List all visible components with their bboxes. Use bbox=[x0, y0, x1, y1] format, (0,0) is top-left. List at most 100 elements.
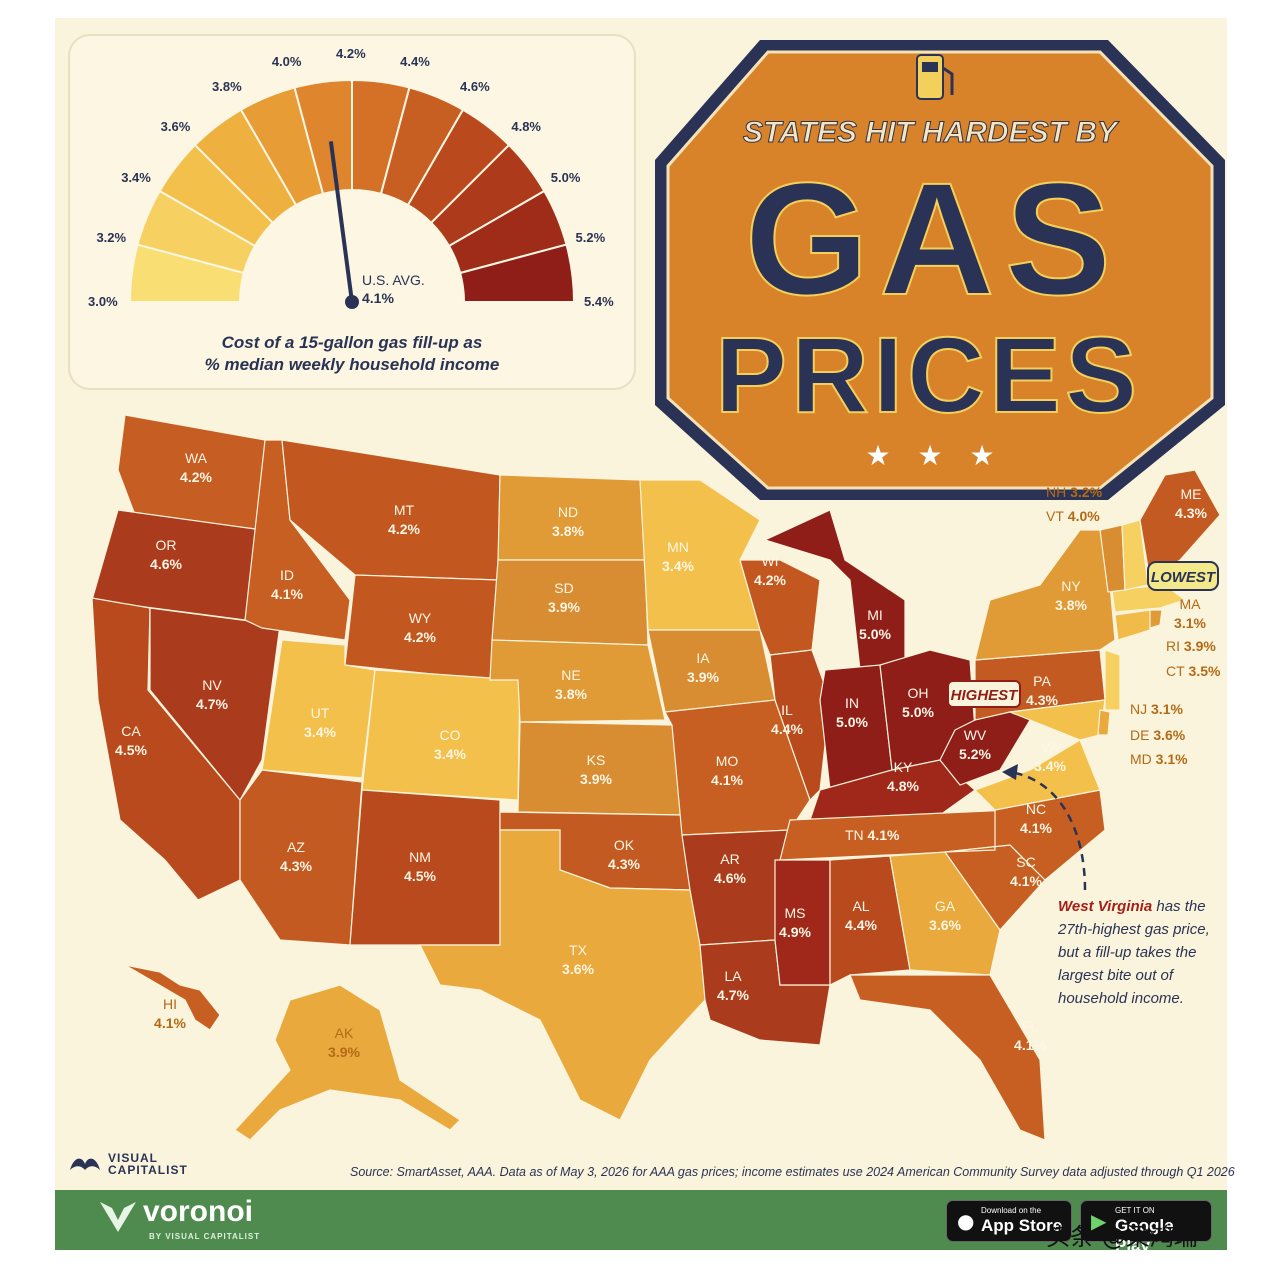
state-shape-ga bbox=[889, 851, 1001, 976]
state-abbr-nd: ND bbox=[558, 504, 578, 520]
state-abbr-me: ME bbox=[1181, 486, 1202, 502]
state-value-mo: 4.1% bbox=[711, 772, 743, 788]
state-abbr-il: IL bbox=[781, 702, 793, 718]
state-value-tx: 3.6% bbox=[562, 961, 594, 977]
vc-line2: CAPITALIST bbox=[108, 1163, 188, 1177]
star-icon: ★ bbox=[917, 439, 942, 472]
state-value-al: 4.4% bbox=[845, 917, 877, 933]
state-shape-ks bbox=[517, 721, 683, 816]
note-text: has the 27th-highest gas price, but a fi… bbox=[1058, 898, 1210, 1007]
state-value-ut: 3.4% bbox=[304, 724, 336, 740]
app-store-small: Download on the bbox=[981, 1206, 1042, 1215]
state-labels: WA 4.2% OR 4.6% CA 4.5% ID 4.1% NV 4.7% MT 4.2% WY 4.… bbox=[115, 450, 1221, 1060]
mustache-icon bbox=[70, 1158, 100, 1170]
state-abbr-or: OR bbox=[156, 537, 177, 553]
state-shape-md bbox=[1007, 699, 1106, 741]
state-value-wv: 5.2% bbox=[959, 746, 991, 762]
state-value-ia: 3.9% bbox=[687, 669, 719, 685]
state-abbr-az: AZ bbox=[287, 839, 305, 855]
vc-line1: VISUAL bbox=[108, 1151, 159, 1165]
state-shape-ar bbox=[681, 829, 791, 946]
state-abbr-sd: SD bbox=[554, 580, 573, 596]
state-value-ar: 4.6% bbox=[714, 870, 746, 886]
state-label-ri: RI 3.9% bbox=[1166, 638, 1216, 654]
app-store-label: App Store bbox=[981, 1216, 1063, 1235]
state-value-ma: 3.1% bbox=[1174, 615, 1206, 631]
state-abbr-ok: OK bbox=[614, 837, 635, 853]
state-abbr-wv: WV bbox=[964, 727, 987, 743]
state-shape-hi bbox=[124, 964, 221, 1031]
state-value-sc: 4.1% bbox=[1010, 873, 1042, 889]
state-value-nm: 4.5% bbox=[404, 868, 436, 884]
title-line3: PRICES bbox=[715, 314, 1141, 435]
gauge-tick-label: 4.0% bbox=[271, 54, 302, 70]
highest-label: HIGHEST bbox=[951, 687, 1020, 704]
state-abbr-ky: KY bbox=[894, 759, 913, 775]
state-shape-nj bbox=[1104, 649, 1121, 711]
state-label-ct: CT 3.5% bbox=[1166, 663, 1221, 679]
gauge-caption-line1: Cost of a 15-gallon gas fill-up as bbox=[221, 333, 483, 352]
state-shape-ak bbox=[234, 984, 461, 1141]
state-shape-mn bbox=[639, 479, 761, 631]
visual-capitalist-logo: VISUAL CAPITALIST bbox=[68, 1152, 188, 1176]
state-abbr-ms: MS bbox=[785, 905, 806, 921]
state-abbr-co: CO bbox=[440, 727, 461, 743]
state-abbr-nm: NM bbox=[409, 849, 431, 865]
google-play-button[interactable]: ▶ GET IT ON Google Play bbox=[1080, 1200, 1212, 1255]
app-store-button[interactable]: ● Download on the App Store bbox=[946, 1200, 1072, 1242]
state-abbr-ar: AR bbox=[720, 851, 739, 867]
state-value-mn: 3.4% bbox=[662, 558, 694, 574]
star-icon: ★ bbox=[969, 439, 994, 472]
state-abbr-ut: UT bbox=[311, 705, 330, 721]
state-value-co: 3.4% bbox=[434, 746, 466, 762]
state-value-az: 4.3% bbox=[280, 858, 312, 874]
state-abbr-wy: WY bbox=[409, 610, 432, 626]
lowest-label: LOWEST bbox=[1151, 569, 1217, 586]
state-label-nh: NH 3.2% bbox=[1046, 484, 1103, 500]
state-shape-wy bbox=[344, 574, 499, 681]
lowest-callout: LOWEST bbox=[1147, 561, 1219, 591]
state-abbr-mn: MN bbox=[667, 539, 689, 555]
state-abbr-mt: MT bbox=[394, 502, 415, 518]
state-value-ky: 4.8% bbox=[887, 778, 919, 794]
state-value-nc: 4.1% bbox=[1020, 820, 1052, 836]
state-value-nd: 3.8% bbox=[552, 523, 584, 539]
state-value-wy: 4.2% bbox=[404, 629, 436, 645]
state-abbr-wa: WA bbox=[185, 450, 208, 466]
state-value-mt: 4.2% bbox=[388, 521, 420, 537]
state-shape-al bbox=[829, 855, 911, 986]
state-label-md: MD 3.1% bbox=[1130, 751, 1188, 767]
apple-icon: ● bbox=[957, 1209, 975, 1233]
state-abbr-oh: OH bbox=[908, 685, 929, 701]
state-abbr-ne: NE bbox=[561, 667, 580, 683]
state-value-oh: 5.0% bbox=[902, 704, 934, 720]
watermark: 头条 @梁鸿瑞 bbox=[1046, 1223, 1198, 1251]
title-badge: STATES HIT HARDEST BY GAS PRICES ★ ★ ★ bbox=[655, 40, 1225, 500]
gauge-arc bbox=[128, 78, 576, 309]
state-abbr-nc: NC bbox=[1026, 801, 1046, 817]
state-value-la: 4.7% bbox=[717, 987, 749, 1003]
state-label-nj: NJ 3.1% bbox=[1130, 701, 1183, 717]
state-abbr-la: LA bbox=[724, 968, 742, 984]
gauge-tick-label: 4.4% bbox=[400, 54, 430, 70]
state-abbr-va: VA bbox=[1041, 739, 1059, 755]
state-value-ca: 4.5% bbox=[115, 742, 147, 758]
state-shape-ca bbox=[91, 597, 241, 901]
state-abbr-in: IN bbox=[845, 695, 859, 711]
state-value-ks: 3.9% bbox=[580, 771, 612, 787]
state-value-ny: 3.8% bbox=[1055, 597, 1087, 613]
state-abbr-ma: MA bbox=[1180, 596, 1202, 612]
state-value-or: 4.6% bbox=[150, 556, 182, 572]
arrow-head-icon bbox=[1002, 764, 1018, 780]
note-highlight: West Virginia bbox=[1058, 898, 1153, 915]
state-value-ne: 3.8% bbox=[555, 686, 587, 702]
state-abbr-nv: NV bbox=[202, 677, 222, 693]
title-line2: GAS bbox=[745, 149, 1122, 328]
gauge-tick-label: 3.4% bbox=[121, 170, 151, 185]
voronoi-subtitle: BY VISUAL CAPITALIST bbox=[149, 1232, 261, 1241]
gas-pump-icon bbox=[916, 54, 954, 100]
voronoi-logo-icon bbox=[100, 1202, 136, 1232]
title-line1: STATES HIT HARDEST BY bbox=[743, 116, 1120, 149]
google-play-small: GET IT ON bbox=[1115, 1206, 1155, 1215]
